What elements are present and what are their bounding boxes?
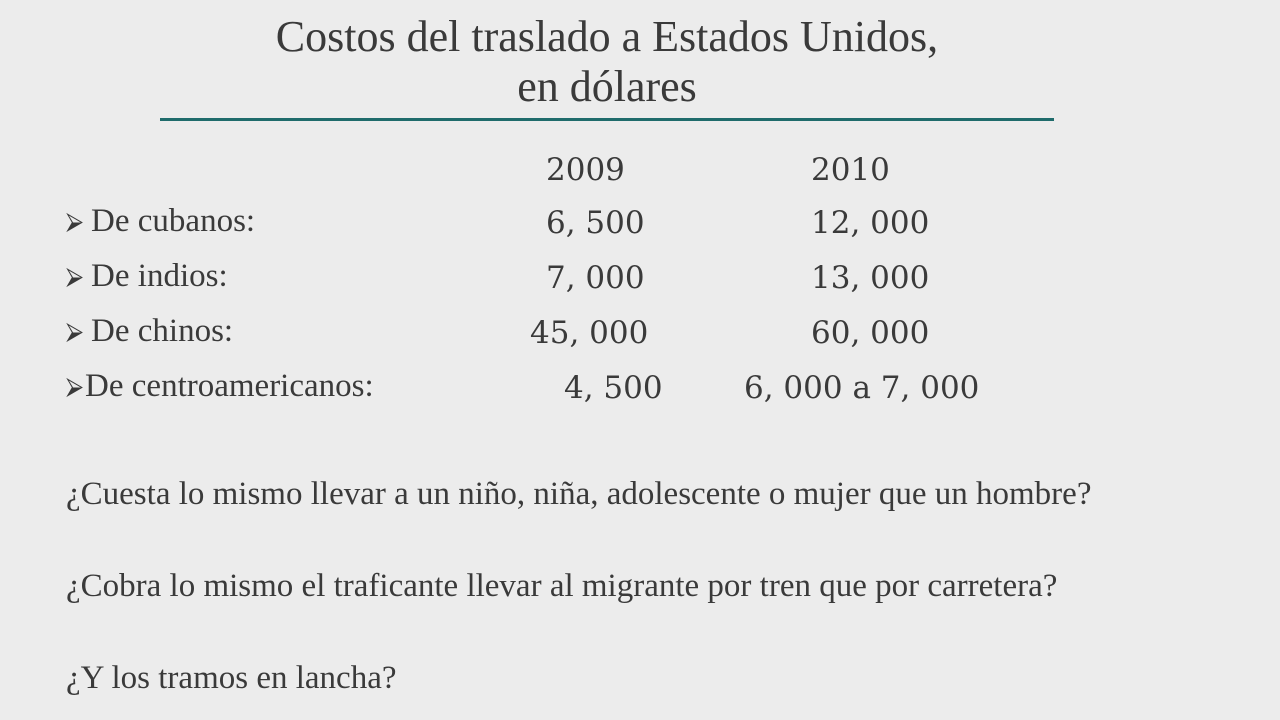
- value-2010: 6, 000 a 7, 000: [744, 370, 980, 406]
- row-label-text: De cubanos:: [91, 203, 256, 239]
- value-2010: 12, 000: [811, 205, 930, 241]
- row-label-text: De centroamericanos:: [85, 368, 374, 404]
- table-row-label: ⮚ De cubanos:: [66, 203, 255, 240]
- table-row-label: ⮚ De chinos:: [66, 313, 233, 350]
- value-2009: 45, 000: [530, 315, 649, 351]
- col-header-2009: 2009: [546, 152, 625, 188]
- question-paragraph: ¿Cuesta lo mismo llevar a un niño, niña,…: [66, 476, 1092, 512]
- arrow-bullet-icon: ⮚: [66, 319, 84, 345]
- title-underline: [160, 118, 1054, 121]
- question-paragraph: ¿Cobra lo mismo el traficante llevar al …: [66, 568, 1058, 604]
- value-2009: 4, 500: [564, 370, 663, 406]
- value-2009: 7, 000: [546, 260, 645, 296]
- row-label-text: De chinos:: [91, 313, 234, 349]
- arrow-bullet-icon: ⮚: [66, 209, 84, 235]
- row-label-text: De indios:: [91, 258, 228, 294]
- title-line-2: en dólares: [517, 62, 697, 111]
- table-row-label: ⮚ De indios:: [66, 258, 228, 295]
- arrow-bullet-icon: ⮚: [66, 374, 84, 400]
- table-row-label: ⮚De centroamericanos:: [66, 368, 374, 405]
- value-2010: 13, 000: [811, 260, 930, 296]
- slide-title: Costos del traslado a Estados Unidos, en…: [160, 12, 1054, 112]
- value-2010: 60, 000: [811, 315, 930, 351]
- title-line-1: Costos del traslado a Estados Unidos,: [275, 12, 939, 61]
- value-2009: 6, 500: [546, 205, 645, 241]
- question-paragraph: ¿Y los tramos en lancha?: [66, 660, 397, 696]
- col-header-2010: 2010: [811, 152, 890, 188]
- arrow-bullet-icon: ⮚: [66, 264, 84, 290]
